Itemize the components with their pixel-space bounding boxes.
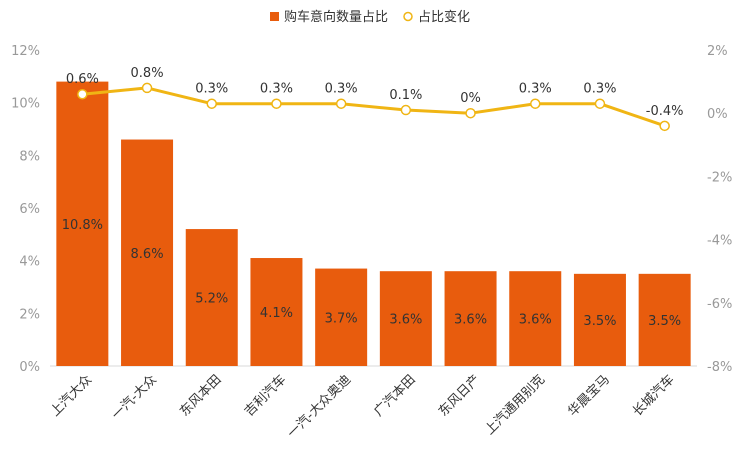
bar-data-label: 8.6% [131, 247, 164, 262]
axes: 0% 2% 4% 6% 8% 10% 12% -8% -6% -4% -2% 0% 2% [11, 44, 732, 375]
bar [250, 258, 303, 366]
bar-data-label: 3.7% [325, 311, 358, 326]
line-point [530, 98, 541, 109]
x-tick-label: 上汽通用别克 [482, 372, 548, 438]
y-left-tick-label: 0% [19, 360, 40, 375]
x-tick-label: 一汽-大众 [109, 372, 160, 423]
bar [509, 271, 562, 366]
bar-series [56, 81, 691, 366]
legend-swatch-line [403, 11, 413, 22]
line-series: 0.6% 0.8% 0.3% 0.3% 0.3% 0.1% 0% 0.3% 0.3% -0.4% [66, 66, 684, 132]
y-left-tick-label: 6% [19, 202, 40, 217]
x-tick-label: 华晨宝马 [565, 372, 612, 419]
bar-data-label: 10.8% [62, 218, 103, 233]
x-tick-label: 长城汽车 [629, 372, 677, 420]
bar [638, 273, 691, 366]
y-right-tick-label: -8% [707, 360, 732, 375]
line-data-label: 0.3% [195, 82, 228, 97]
y-left-tick-label: 12% [11, 44, 40, 59]
line-data-label: 0.1% [389, 88, 422, 103]
x-tick-label: 东风本田 [177, 372, 224, 419]
line-data-label: 0.3% [260, 82, 293, 97]
bar-data-label: 3.5% [648, 314, 681, 329]
line-point [141, 82, 153, 94]
line-point [659, 120, 670, 132]
line-data-label: -0.4% [646, 104, 684, 119]
bar-data-label: 3.5% [583, 314, 616, 329]
line-point [77, 88, 88, 100]
y-left-tick-label: 4% [19, 255, 40, 270]
bar-labels: 10.8% 8.6% 5.2% 4.1% 3.7% 3.6% 3.6% 3.6% 3.5% 3.5… [62, 218, 681, 329]
y-right-tick-label: -2% [707, 170, 732, 185]
bar [185, 229, 238, 366]
legend-label-line: 占比变化 [418, 9, 470, 25]
series-line [82, 86, 666, 128]
line-point [335, 98, 347, 109]
x-tick-label: 吉利汽车 [241, 372, 289, 420]
bar [121, 139, 174, 366]
y-left-tick-label: 10% [11, 97, 40, 112]
line-point [400, 104, 412, 116]
line-point [206, 98, 217, 109]
bar [573, 273, 626, 366]
bar-data-label: 5.2% [195, 292, 228, 307]
line-data-label: 0.3% [583, 82, 616, 97]
bar-data-label: 4.1% [260, 306, 293, 321]
line-data-label: 0% [460, 91, 481, 106]
legend: 购车意向数量占比 占比变化 [270, 9, 470, 25]
bar [444, 271, 497, 366]
bar [315, 268, 368, 366]
bar-data-label: 3.6% [389, 313, 422, 328]
x-tick-label: 一汽-大众奥迪 [285, 372, 354, 441]
line-point [465, 107, 476, 119]
legend-label-bar: 购车意向数量占比 [284, 9, 388, 25]
bar [56, 81, 109, 366]
line-data-label: 0.6% [66, 72, 99, 87]
x-tick-label: 东风日产 [436, 372, 483, 419]
y-left-tick-label: 2% [19, 307, 40, 322]
bar-data-label: 3.6% [519, 313, 552, 328]
x-tick-label: 广汽本田 [371, 372, 418, 419]
y-right-tick-label: -4% [707, 234, 732, 249]
line-data-label: 0.8% [131, 66, 164, 81]
bar-data-label: 3.6% [454, 313, 487, 328]
x-tick-label: 上汽大众 [48, 372, 95, 419]
line-point [594, 98, 606, 109]
y-left-tick-label: 8% [19, 149, 40, 164]
line-data-label: 0.3% [325, 82, 358, 97]
line-point [271, 98, 282, 109]
legend-swatch-bar [270, 12, 279, 21]
y-right-tick-label: -6% [707, 297, 732, 312]
bar [379, 271, 432, 366]
line-data-label: 0.3% [519, 82, 552, 97]
y-right-tick-label: 2% [707, 44, 728, 59]
y-right-tick-label: 0% [707, 107, 728, 122]
